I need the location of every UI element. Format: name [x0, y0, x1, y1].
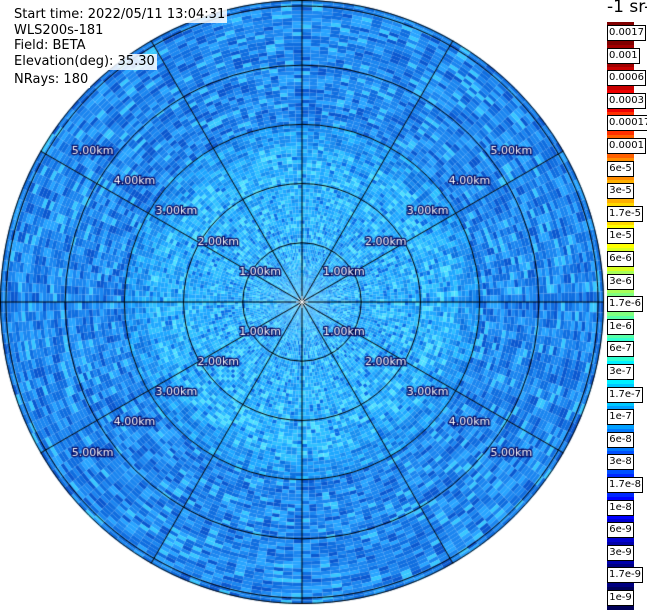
colorbar-units: -1 sr-1: [607, 0, 647, 17]
colorbar-tick-label: 1e-8: [607, 499, 634, 516]
colorbar-cell: 0.00017: [607, 112, 647, 135]
colorbar-cell: 3e-7: [607, 361, 634, 384]
colorbar-tick-label: 1e-7: [607, 409, 634, 426]
colorbar-cell: 1e-9: [607, 587, 634, 610]
elevation-label: Elevation(deg): 35.30: [12, 54, 157, 70]
colorbar-tick-label: 0.0001: [607, 138, 646, 154]
colorbar-tick-label: 1.7e-5: [607, 205, 644, 222]
colorbar-cell: 3e-6: [607, 270, 634, 294]
colorbar-tick-label: 1e-9: [607, 590, 634, 606]
start-time-label: Start time: 2022/05/11 13:04:31: [12, 7, 228, 23]
colorbar-cell: 0.0001: [607, 135, 646, 158]
colorbar-tick-label: 0.0017: [607, 25, 646, 41]
nrays-label: NRays: 180: [12, 72, 91, 88]
colorbar-cell: 3e-9: [607, 541, 634, 565]
colorbar-cell: 1.7e-6: [607, 293, 644, 316]
colorbar-tick-label: 6e-8: [607, 431, 634, 448]
colorbar-tick-label: 0.00017: [607, 115, 647, 132]
colorbar-cell: 0.0003: [607, 89, 646, 113]
colorbar-tick-label: 3e-9: [607, 544, 634, 561]
colorbar-tick-label: 1e-5: [607, 228, 634, 245]
colorbar-tick-label: 0.0003: [607, 92, 646, 109]
instrument-label: WLS200s-181: [12, 23, 106, 39]
colorbar-cell: 6e-7: [607, 338, 634, 361]
colorbar-tick-label: 0.001: [607, 47, 640, 64]
colorbar-tick-label: 0.0006: [607, 70, 646, 87]
colorbar-tick-label: 3e-7: [607, 364, 634, 380]
colorbar-tick-label: 3e-5: [607, 183, 634, 200]
colorbar-tick-label: 6e-9: [607, 522, 634, 539]
colorbar-tick-label: 6e-7: [607, 341, 634, 358]
colorbar-cell: 6e-5: [607, 157, 634, 181]
colorbar-tick-label: 3e-6: [607, 273, 634, 290]
colorbar-cell: 1e-6: [607, 315, 634, 339]
colorbar-cell: 1.7e-7: [607, 383, 644, 407]
colorbar-cell: 1.7e-9: [607, 564, 644, 587]
colorbar-tick-label: 1.7e-6: [607, 296, 644, 313]
colorbar-tick-label: 6e-5: [607, 160, 634, 177]
colorbar-cell: 6e-9: [607, 519, 634, 542]
colorbar-tick-label: 1.7e-9: [607, 567, 644, 584]
colorbar-tick-label: 6e-6: [607, 251, 634, 267]
colorbar-cell: 1.7e-8: [607, 474, 644, 497]
colorbar-cell: 3e-8: [607, 451, 634, 474]
colorbar-cell: 0.001: [607, 44, 640, 68]
colorbar-tick-label: 1.7e-7: [607, 386, 644, 403]
colorbar-cell: 1e-7: [607, 406, 634, 429]
colorbar-cell: 1.7e-5: [607, 202, 644, 226]
colorbar-tick-label: 1e-6: [607, 318, 634, 335]
colorbar-tick-label: 1.7e-8: [607, 477, 644, 493]
colorbar-tick-label: 3e-8: [607, 454, 634, 471]
colorbar-cell: 1e-5: [607, 225, 634, 248]
colorbar-cell: 6e-8: [607, 428, 634, 452]
colorbar-cell: 0.0006: [607, 67, 646, 90]
colorbar-cell: 0.0017: [607, 22, 646, 45]
colorbar-cell: 3e-5: [607, 180, 634, 203]
field-label: Field: BETA: [12, 38, 88, 54]
colorbar-cell: 6e-6: [607, 248, 634, 271]
colorbar-cell: 1e-8: [607, 496, 634, 520]
